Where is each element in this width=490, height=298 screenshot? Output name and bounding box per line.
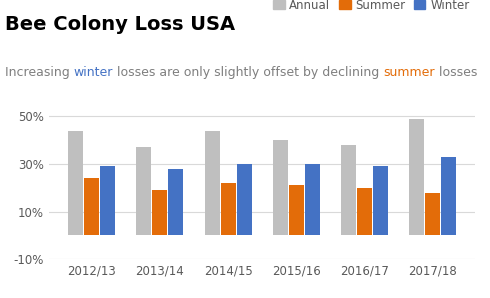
Bar (273, 140, 288, 235)
Bar (289, 185, 304, 235)
Bar (425, 193, 440, 235)
Bar (305, 164, 319, 235)
Bar (341, 145, 356, 235)
Bar (137, 147, 151, 235)
Text: winter: winter (74, 66, 113, 79)
Bar (100, 166, 115, 235)
Bar (152, 190, 168, 235)
Bar (169, 169, 183, 235)
Text: Bee Colony Loss USA: Bee Colony Loss USA (5, 15, 235, 34)
Bar (357, 188, 372, 235)
Bar (373, 166, 388, 235)
Text: losses: losses (435, 66, 477, 79)
Bar (69, 131, 83, 235)
Bar (84, 178, 99, 235)
Bar (205, 131, 220, 235)
Bar (220, 183, 236, 235)
Text: summer: summer (383, 66, 435, 79)
Legend: Annual, Summer, Winter: Annual, Summer, Winter (273, 0, 469, 12)
Text: losses are only slightly offset by declining: losses are only slightly offset by decli… (113, 66, 383, 79)
Bar (409, 119, 424, 235)
Text: Increasing: Increasing (5, 66, 74, 79)
Bar (237, 164, 251, 235)
Bar (441, 157, 456, 235)
